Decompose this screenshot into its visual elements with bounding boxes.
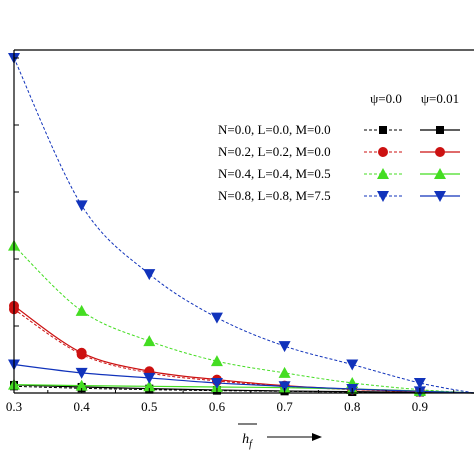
data-point-3-0-3 (210, 312, 223, 324)
data-point-3-1-4 (278, 381, 291, 393)
data-point-2-0-1 (75, 304, 88, 316)
series-line-2-0 (13, 245, 474, 394)
data-point-3-0-6 (413, 377, 426, 389)
x-tick-label-1: 0.4 (74, 399, 91, 414)
series-line-0-1 (13, 384, 474, 394)
data-point-2-0-2 (143, 335, 156, 347)
legend-header-1: ψ=0.01 (421, 91, 459, 106)
series-line-3-1 (13, 363, 474, 394)
data-point-2-1-1 (75, 379, 88, 391)
legend-label-1: N=0.2, L=0.2, M=0.0 (218, 144, 331, 159)
legend-marker-dashed-0 (379, 126, 387, 134)
legend-marker-solid-3 (434, 191, 446, 202)
data-point-2-1-2 (143, 380, 156, 392)
x-tick-label-0: 0.3 (6, 399, 22, 414)
legend-label-0: N=0.0, L=0.0, M=0.0 (218, 122, 331, 137)
legend-header-0: ψ=0.0 (370, 91, 402, 106)
plot-area (8, 53, 474, 398)
data-point-2-0-4 (278, 366, 291, 378)
legend-marker-solid-0 (436, 126, 444, 134)
legend-marker-dashed-2 (377, 168, 389, 179)
data-point-3-0-5 (346, 359, 359, 371)
legend-marker-dashed-1 (378, 147, 388, 157)
x-axis-arrow-head (312, 433, 322, 441)
x-tick-label-3: 0.6 (209, 399, 226, 414)
axes: 0.3 0.4 0.5 0.6 0.7 0.8 0.9 hf (6, 49, 474, 450)
x-tick-label-4: 0.7 (276, 399, 293, 414)
data-point-3-1-2 (143, 372, 156, 384)
data-point-3-0-2 (143, 269, 156, 281)
legend-label-3: N=0.8, L=0.8, M=7.5 (218, 188, 331, 203)
legend-label-2: N=0.4, L=0.4, M=0.5 (218, 166, 331, 181)
data-point-3-0-4 (278, 341, 291, 353)
data-point-3-0-1 (75, 200, 88, 212)
x-tick-label-5: 0.8 (344, 399, 360, 414)
legend-marker-solid-1 (435, 147, 445, 157)
series-line-0-0 (13, 385, 474, 394)
data-point-1-1-1 (76, 347, 87, 358)
legend-marker-solid-2 (434, 168, 446, 179)
x-tick-label-6: 0.9 (412, 399, 428, 414)
legend-marker-dashed-3 (377, 191, 389, 202)
data-point-2-0-3 (210, 355, 223, 367)
data-point-3-1-1 (75, 367, 88, 379)
data-point-3-1-3 (210, 377, 223, 389)
legend: ψ=0.0 ψ=0.01 N=0.0, L=0.0, M=0.0 N=0.2, L=0… (218, 91, 460, 203)
series-line-3-0 (13, 57, 474, 394)
x-axis-label: hf (242, 432, 253, 450)
x-tick-label-2: 0.5 (141, 399, 157, 414)
